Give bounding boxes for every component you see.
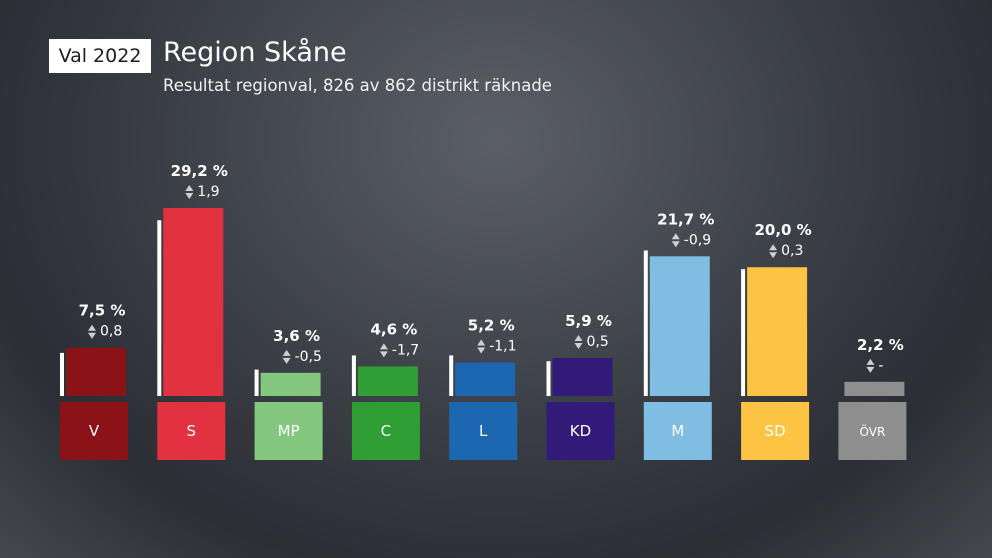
bar-l	[455, 362, 516, 396]
chart-subtitle: Resultat regionval, 826 av 862 distrikt …	[163, 76, 552, 95]
bar-v	[66, 347, 126, 396]
bar-sd	[747, 267, 808, 396]
change-down-icon	[769, 252, 778, 259]
change-up-icon	[574, 335, 583, 342]
party-label-övr: ÖVR	[860, 423, 886, 439]
change-label-c: -1,7	[392, 342, 419, 358]
party-box-kd	[546, 402, 615, 460]
party-label-kd: KD	[570, 422, 591, 440]
bar-övr	[844, 381, 905, 396]
bar-mp	[260, 372, 321, 396]
change-up-icon	[88, 324, 96, 331]
previous-result-kd	[546, 361, 551, 396]
change-down-icon	[671, 241, 680, 248]
change-label-mp: -0,5	[295, 349, 322, 365]
change-label-kd: 0,5	[587, 334, 609, 350]
value-label-övr: 2,2 %	[857, 336, 904, 354]
previous-result-mp	[254, 369, 259, 396]
change-up-icon	[769, 244, 778, 251]
party-label-v: V	[89, 422, 100, 440]
party-label-m: M	[671, 422, 684, 440]
change-label-övr: -	[878, 358, 883, 374]
previous-result-c	[351, 355, 356, 396]
value-label-kd: 5,9 %	[565, 312, 612, 330]
change-label-l: -1,1	[489, 339, 516, 355]
party-label-s: S	[187, 422, 197, 440]
previous-result-sd	[741, 269, 746, 396]
change-label-v: 0,8	[100, 324, 122, 340]
party-label-l: L	[479, 422, 488, 440]
value-label-v: 7,5 %	[79, 302, 126, 320]
bar-c	[357, 366, 418, 396]
party-box-övr	[838, 402, 907, 460]
previous-result-v	[60, 352, 64, 396]
change-label-s: 1,9	[197, 184, 219, 200]
party-box-sd	[741, 402, 810, 460]
change-label-m: -0,9	[684, 232, 711, 248]
previous-result-m	[643, 250, 648, 396]
party-box-s	[157, 402, 226, 460]
value-label-c: 4,6 %	[370, 320, 417, 338]
change-down-icon	[88, 332, 96, 339]
value-label-m: 21,7 %	[657, 210, 714, 228]
bar-kd	[552, 358, 613, 396]
previous-result-l	[449, 355, 454, 396]
chart-title: Region Skåne	[163, 37, 347, 68]
party-box-m	[643, 402, 712, 460]
change-up-icon	[477, 339, 486, 346]
bar-s	[163, 208, 224, 396]
change-down-icon	[282, 357, 291, 364]
value-label-s: 29,2 %	[171, 162, 228, 180]
party-box-l	[449, 402, 518, 460]
change-up-icon	[671, 233, 680, 240]
bar-m	[649, 256, 710, 396]
change-label-sd: 0,3	[781, 243, 803, 259]
year-badge: Val 2022	[49, 39, 151, 73]
change-down-icon	[866, 366, 875, 373]
party-box-mp	[254, 402, 323, 460]
value-label-mp: 3,6 %	[273, 327, 320, 345]
change-up-icon	[866, 358, 875, 365]
change-up-icon	[379, 343, 388, 350]
change-up-icon	[185, 185, 194, 191]
change-down-icon	[477, 347, 486, 354]
party-label-sd: SD	[765, 422, 786, 440]
value-label-l: 5,2 %	[468, 317, 515, 335]
party-box-v	[60, 402, 128, 460]
change-down-icon	[185, 193, 194, 199]
value-label-sd: 20,0 %	[754, 221, 811, 239]
previous-result-s	[157, 220, 162, 396]
change-down-icon	[574, 343, 583, 350]
party-label-c: C	[381, 422, 391, 440]
change-up-icon	[282, 349, 291, 356]
change-down-icon	[379, 351, 388, 358]
party-box-c	[351, 402, 420, 460]
party-label-mp: MP	[278, 422, 300, 440]
